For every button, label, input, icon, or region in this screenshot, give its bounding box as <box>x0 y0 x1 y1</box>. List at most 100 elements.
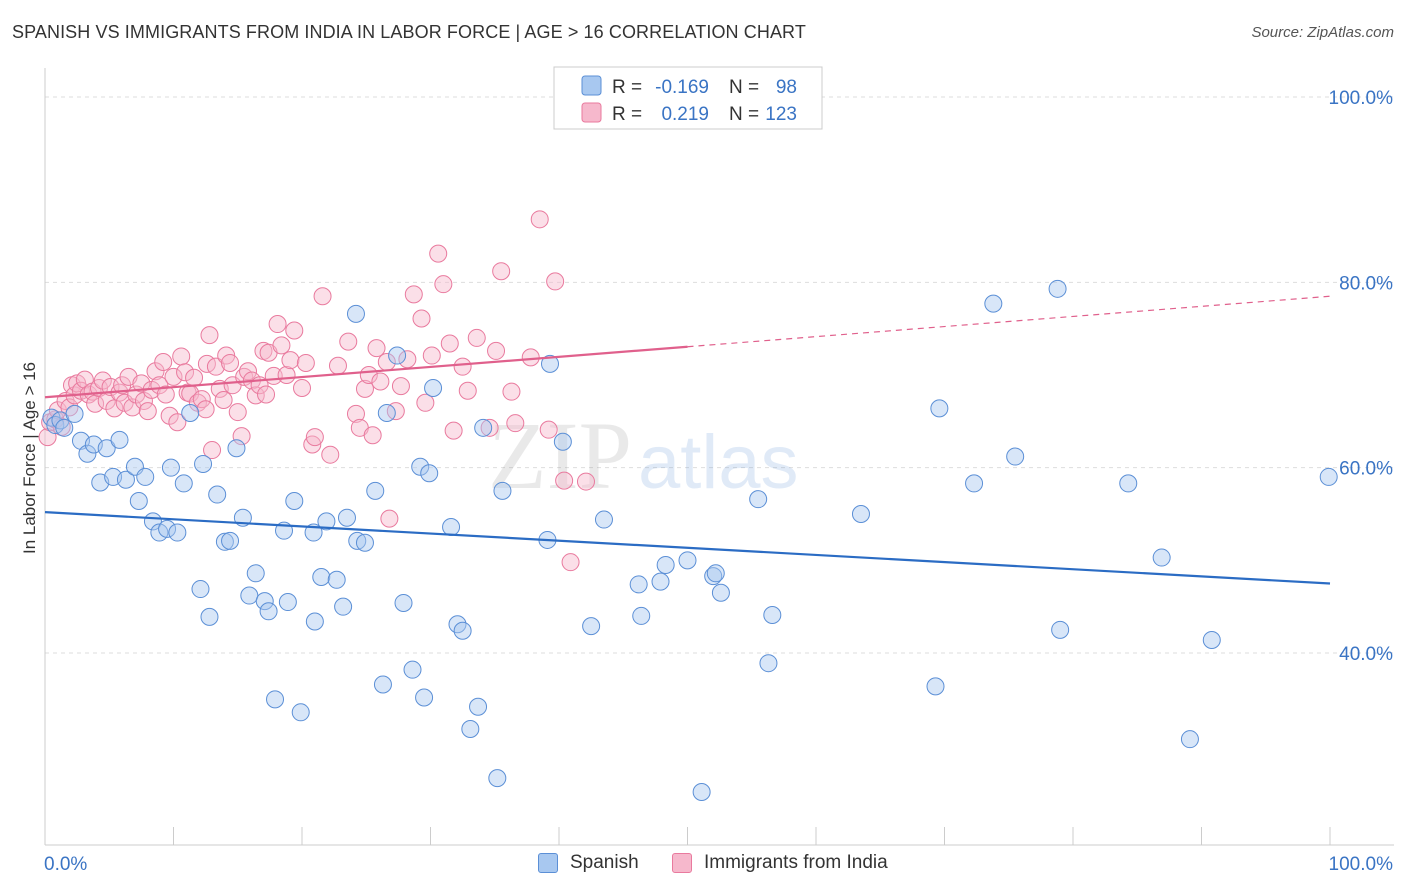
data-point-spanish <box>97 439 116 458</box>
source-label: Source: ZipAtlas.com <box>1251 24 1394 41</box>
data-point-spanish <box>181 403 200 422</box>
data-point-spanish <box>461 719 480 738</box>
data-point-spanish <box>651 572 670 591</box>
data-point-spanish <box>711 583 730 602</box>
data-point-spanish <box>78 444 97 463</box>
data-point-spanish <box>678 551 697 570</box>
data-point-spanish <box>582 617 601 636</box>
data-point-india <box>293 378 311 397</box>
data-point-india <box>380 509 399 528</box>
data-point-spanish <box>312 568 331 587</box>
data-point-spanish <box>420 464 439 483</box>
data-point-india <box>506 414 525 433</box>
data-point-india <box>346 404 365 423</box>
data-point-spanish <box>749 490 768 509</box>
data-point-spanish <box>158 519 177 538</box>
data-point-spanish <box>259 602 278 621</box>
data-point-spanish <box>706 564 725 583</box>
data-point-spanish <box>377 403 396 422</box>
data-point-spanish <box>759 654 778 673</box>
data-point-india <box>539 420 558 439</box>
data-point-india <box>172 347 191 366</box>
data-point-spanish <box>411 457 430 476</box>
data-point-spanish <box>305 612 324 631</box>
x-tick-label: 100.0% <box>1329 854 1394 875</box>
data-point-spanish <box>194 454 213 473</box>
data-point-spanish <box>168 523 187 542</box>
data-point-spanish <box>348 531 367 550</box>
data-point-spanish <box>246 564 265 583</box>
data-point-india <box>296 353 315 372</box>
data-point-spanish <box>366 481 385 500</box>
data-point-india <box>154 353 173 372</box>
data-point-spanish <box>1048 279 1067 298</box>
legend-swatch-spanish <box>581 75 602 96</box>
data-point-india <box>328 356 347 375</box>
data-point-spanish <box>763 606 782 625</box>
data-point-india <box>363 426 382 445</box>
data-point-india <box>138 402 157 421</box>
legend-r-label-2: R = <box>612 104 642 125</box>
data-point-spanish <box>632 606 651 625</box>
series-spanish-points <box>42 279 1338 801</box>
legend-n-label-2: N = <box>729 104 759 125</box>
data-point-spanish <box>55 418 74 437</box>
data-point-india <box>132 374 151 393</box>
data-point-spanish <box>1051 620 1070 639</box>
data-point-spanish <box>65 404 84 423</box>
data-point-spanish <box>334 597 353 616</box>
data-point-spanish <box>291 703 310 722</box>
data-point-spanish <box>1180 730 1199 749</box>
data-point-india <box>576 472 595 491</box>
data-point-spanish <box>541 354 560 373</box>
trend-lines <box>44 295 1331 585</box>
data-point-india <box>321 445 340 464</box>
data-point-india <box>228 403 247 422</box>
legend-r-value-1: -0.169 <box>655 77 709 98</box>
data-point-spanish <box>129 492 148 511</box>
data-point-india <box>458 381 477 400</box>
data-point-spanish <box>208 485 227 504</box>
data-point-spanish <box>355 533 374 552</box>
legend-swatch-spanish-bottom <box>538 853 558 873</box>
data-point-spanish <box>116 470 135 489</box>
data-point-india <box>203 441 222 460</box>
data-point-spanish <box>424 378 443 397</box>
data-point-india <box>480 418 499 437</box>
data-point-spanish <box>346 304 365 323</box>
data-point-india <box>185 368 204 387</box>
data-point-india <box>281 351 300 370</box>
legend-label-india: Immigrants from India <box>704 852 888 873</box>
legend-n-value-1: 98 <box>776 77 797 98</box>
data-point-spanish <box>200 607 219 626</box>
data-point-india <box>164 367 183 386</box>
data-point-india <box>502 382 521 401</box>
data-point-india <box>429 244 448 263</box>
legend-n-label-1: N = <box>729 77 759 98</box>
data-point-spanish <box>136 467 155 486</box>
data-point-spanish <box>337 508 356 527</box>
data-point-spanish <box>488 769 507 788</box>
data-point-india <box>156 385 175 404</box>
chart-title: SPANISH VS IMMIGRANTS FROM INDIA IN LABO… <box>12 22 806 42</box>
data-point-spanish <box>926 677 945 696</box>
legend-swatch-india-bottom <box>672 853 692 873</box>
data-point-india <box>268 315 287 334</box>
data-point-india <box>467 328 486 347</box>
data-point-india <box>444 421 463 440</box>
y-tick-label: 60.0% <box>1339 459 1393 480</box>
data-point-india <box>214 391 233 410</box>
data-point-spanish <box>469 697 488 716</box>
trend-line-india-extension <box>687 295 1331 348</box>
data-point-india <box>221 353 240 372</box>
legend-top: R = -0.169 N = 98 R = 0.219 N = 123 <box>553 66 823 130</box>
data-point-spanish <box>327 570 346 589</box>
legend-n-value-2: 123 <box>765 104 797 125</box>
data-point-india <box>272 336 291 355</box>
data-point-india <box>168 413 187 432</box>
legend-bottom: Spanish Immigrants from India <box>0 848 1406 882</box>
watermark-atlas: atlas <box>638 420 799 505</box>
data-point-india <box>367 339 386 358</box>
y-axis-label: In Labor Force | Age > 16 <box>20 362 39 554</box>
